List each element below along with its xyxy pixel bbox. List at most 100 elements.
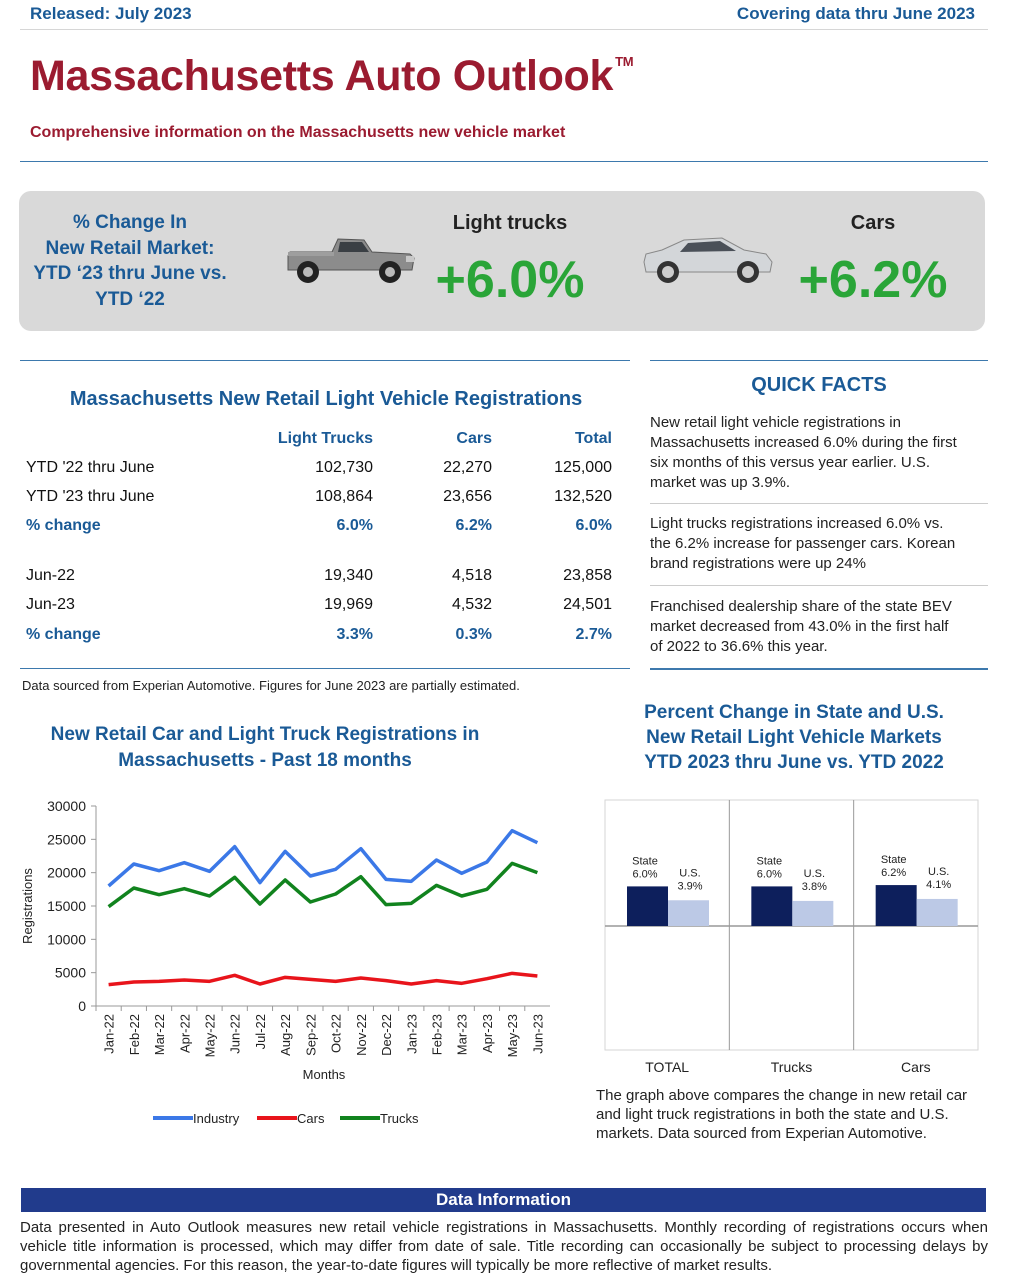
row-label: % change [26,517,101,534]
bar-chart-caption-line: and light truck registrations in both th… [596,1106,949,1123]
quick-fact-line: brand registrations were up 24% [650,555,866,572]
series-line-cars [108,971,538,987]
plot-frame [604,799,979,1051]
bar-chart-title: Percent Change in State and U.S. New Ret… [600,700,988,775]
cell-light-trucks: 3.3% [336,626,373,643]
bar-series-label: U.S. [928,866,949,878]
bar-series-label: State [881,854,907,866]
column-header-total: Total [574,430,612,447]
table-row: YTD '22 thru June 102,730 22,270 125,000 [26,459,616,483]
x-tick-label: May-22 [203,1014,218,1057]
data-information-heading: Data Information [21,1188,986,1212]
cell-light-trucks: 102,730 [315,459,373,476]
x-tick-label: Sep-22 [303,1014,318,1056]
quick-facts-title: QUICK FACTS [751,374,887,396]
registrations-bottom-rule [20,668,630,669]
release-date: Released: July 2023 [30,4,192,23]
x-tick-label: Dec-22 [379,1014,394,1056]
x-tick-label: Jul-22 [253,1014,268,1049]
bar-value-label: 6.0% [757,868,782,880]
category-label: TOTAL [645,1059,689,1075]
x-tick-label: Mar-22 [152,1014,167,1055]
bar-chart-caption: The graph above compares the change in n… [596,1086,992,1143]
x-tick-label: Apr-23 [480,1014,495,1053]
category-label: Cars [901,1059,931,1075]
quick-fact-line: market was up 3.9%. [650,474,791,491]
y-tick-label: 15000 [47,898,86,914]
bar-value-label: 6.0% [632,868,657,880]
table-row-percent-change: % change 3.3% 0.3% 2.7% [26,626,616,650]
bar-state [627,886,668,926]
x-tick-label: Oct-22 [329,1014,344,1053]
sedan-car-icon [643,237,773,283]
column-header-light-trucks: Light Trucks [277,430,373,447]
cell-light-trucks: 19,340 [324,567,373,584]
bar-series-label: State [756,855,782,867]
header-divider [20,29,988,30]
x-tick-label: Jun-23 [530,1014,545,1054]
y-tick-label: 30000 [47,798,86,814]
bar-value-label: 3.8% [802,881,827,893]
source-note: Data sourced from Experian Automotive. F… [22,678,520,693]
trademark-mark: TM [615,54,634,69]
bar-state [875,885,917,926]
cell-cars: 4,532 [451,596,492,613]
banner-label: % Change In New Retail Market: YTD ‘23 t… [30,210,230,312]
registrations-top-rule [20,360,630,361]
bar-chart-caption-line: The graph above compares the change in n… [596,1087,968,1104]
cell-total: 2.7% [575,626,612,643]
table-row: YTD '23 thru June 108,864 23,656 132,520 [26,488,616,512]
cell-total: 125,000 [554,459,612,476]
bar-series-label: U.S. [804,868,825,880]
quick-fact-item: New retail light vehicle registrations i… [650,413,986,493]
banner-label-line: % Change In [72,212,187,233]
banner-label-line: YTD ‘22 [95,288,165,310]
row-label: Jun-23 [26,596,75,613]
quick-fact-line: Franchised dealership share of the state… [650,598,952,615]
row-label: YTD '22 thru June [26,459,155,476]
x-tick-label: Feb-22 [127,1014,142,1055]
bar-chart-title-line: New Retail Light Vehicle Markets [646,727,942,748]
cell-cars: 22,270 [443,459,492,476]
quick-facts-top-rule [650,360,988,361]
cell-cars: 6.2% [455,517,492,534]
bar-chart-caption-line: markets. Data sourced from Experian Auto… [596,1125,927,1142]
table-row: Jun-22 19,340 4,518 23,858 [26,567,616,591]
registrations-line-chart: 0 5000 10000 15000 20000 25000 30000 Jan-22 Feb-… [20,798,550,1126]
table-header-row: Light Trucks Cars Total [26,430,616,454]
cars-label: Cars [850,212,896,234]
x-tick-label: Feb-23 [430,1014,445,1055]
quick-fact-line: New retail light vehicle registrations i… [650,414,901,431]
quick-fact-item: Light trucks registrations increased 6.0… [650,514,986,574]
bar-series-label: U.S. [679,867,700,879]
x-tick-label: Nov-22 [354,1014,369,1056]
cars-change-value: +6.2% [798,251,948,309]
legend-label-industry: Industry [193,1111,240,1126]
cell-cars: 4,518 [451,567,492,584]
y-tick-label: 5000 [55,965,86,981]
x-axis-title: Months [303,1067,346,1082]
cell-cars: 0.3% [455,626,492,643]
bar-series-label: State [632,855,658,867]
x-tick-label: Aug-22 [278,1014,293,1056]
title-divider [20,161,988,162]
bar-us [916,898,958,926]
row-label: YTD '23 thru June [26,488,155,505]
quick-fact-divider [650,585,988,586]
banner-label-line: New Retail Market: [45,237,215,259]
bar-state [751,886,793,926]
light-trucks-change-value: +6.0% [435,251,585,309]
x-tick-label: May-23 [505,1014,520,1057]
bar-us [668,900,709,926]
y-axis-title: Registrations [20,868,35,944]
light-trucks-label: Light trucks [452,212,568,234]
pickup-truck-icon [287,238,415,283]
quick-fact-item: Franchised dealership share of the state… [650,597,986,657]
coverage-date: Covering data thru June 2023 [736,4,975,23]
cell-total: 24,501 [563,596,612,613]
cell-cars: 23,656 [443,488,492,505]
bar-value-label: 3.9% [677,880,702,892]
series-line-trucks [107,861,538,909]
bar-chart-title-line: YTD 2023 thru June vs. YTD 2022 [644,752,944,773]
